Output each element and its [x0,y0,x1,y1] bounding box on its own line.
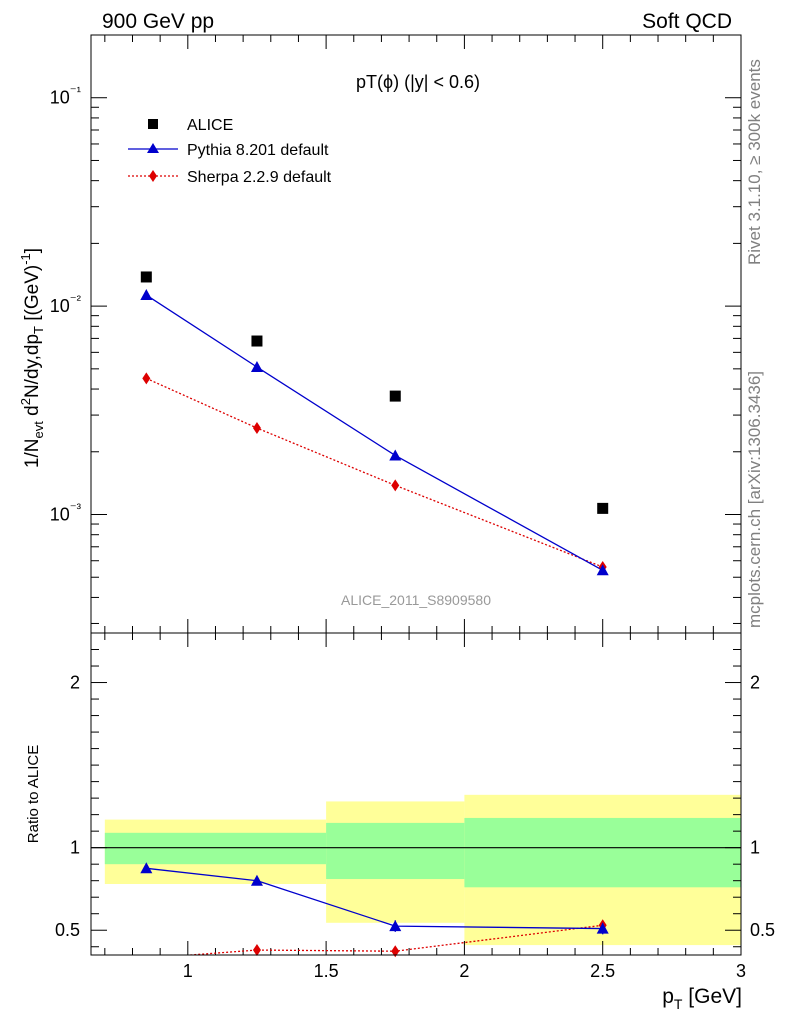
legend-item-sherpa: Sherpa 2.2.9 default [128,169,332,186]
y-tick-exponent: ⁻¹ [70,84,82,99]
sherpa-ratio-point [391,945,400,958]
y-tick-exponent: ⁻² [70,292,82,307]
ratio-axis-ticks: 1 1.5 2 2.5 3 0.5 0.5 1 1 2 2 [55,633,775,981]
ratio-y-tick-label-right: 0.5 [750,920,775,940]
uncertainty-bands [91,794,741,946]
x-tick-label: 2 [459,961,469,981]
pythia-point [596,564,609,576]
pythia-ratio-point [140,862,153,874]
uncertainty-band-green [326,822,465,880]
header-right: Soft QCD [642,10,732,33]
main-axis-ticks: 10⁻³10⁻²10⁻¹ [50,34,742,633]
legend: ALICE Pythia 8.201 default Sherpa 2.2.9 … [128,117,332,186]
pythia-ratio-point [389,920,402,932]
legend-label-pythia: Pythia 8.201 default [187,142,329,159]
pythia-line [145,294,604,571]
ratio-y-tick-label: 1 [70,838,80,858]
y-tick-label: 10⁻² [50,292,82,316]
sherpa-ratio-line [181,924,603,955]
ylabel-part: ] [22,248,43,253]
sherpa-point [142,372,151,385]
ratio-series [140,862,609,958]
ratio-y-axis-label: Ratio to ALICE [25,745,42,843]
sherpa-ratio-point [252,944,261,957]
x-axis-label: pT [GeV] [662,985,742,1012]
y-axis-label: 1/Nevt d2N/dy,dpT [(GeV)-1] [18,248,46,468]
pythia-point [389,449,402,461]
ylabel-sub2: T [31,326,46,334]
legend-label-sherpa: Sherpa 2.2.9 default [187,169,332,186]
pythia-ratio-point [250,874,263,886]
analysis-label: ALICE_2011_S8909580 [341,592,491,608]
ylabel-sub1: evt [31,421,46,439]
legend-item-pythia: Pythia 8.201 default [128,142,329,159]
rivet-label: Rivet 3.1.10, ≥ 300k events [745,59,764,265]
alice-point [251,335,263,347]
ylabel-part: N/dy,dp [22,334,43,398]
ylabel-part: 1/N [22,438,43,468]
main-series [140,271,609,576]
uncertainty-band-green [464,817,741,888]
sherpa-point [252,422,261,435]
pythia-point [250,361,263,373]
chart-title: pT(ϕ) (|y| < 0.6) [356,72,480,92]
alice-point [140,271,152,283]
sherpa-point [391,479,400,492]
alice-point [597,502,609,514]
ylabel-part: d [22,405,43,421]
uncertainty-band-green [104,832,327,865]
pythia-point [140,289,153,301]
ratio-panel: 1 1.5 2 2.5 3 0.5 0.5 1 1 2 2 Ratio to ALICE [25,632,775,981]
ratio-y-tick-label-right: 1 [750,838,760,858]
x-tick-label: 1 [183,961,193,981]
y-tick-label: 10⁻³ [50,501,82,525]
legend-item-alice: ALICE [148,117,233,134]
pythia-ratio-line [146,867,603,930]
xlabel-unit: [GeV] [682,985,742,1008]
y-tick-exponent: ⁻³ [70,501,82,516]
ratio-frame [90,632,742,956]
x-tick-label: 3 [736,961,746,981]
ylabel-unit-sup: -1 [18,253,33,265]
sherpa-line [146,377,603,568]
xlabel-p: p [662,985,674,1008]
legend-marker-diamond [149,170,157,182]
mcplots-label: mcplots.cern.ch [arXiv:1306.3436] [745,371,764,628]
pythia-ratio-point [596,922,609,934]
alice-point [389,390,401,402]
x-tick-label: 2.5 [590,961,615,981]
ratio-y-tick-label-right: 2 [750,673,760,693]
ratio-y-tick-label: 0.5 [55,920,80,940]
ylabel-sup: 2 [18,398,33,405]
legend-marker-square [148,119,158,129]
ratio-y-tick-label: 2 [70,673,80,693]
xlabel-sub: T [674,996,683,1012]
legend-marker-triangle [147,143,159,153]
header-left: 900 GeV pp [102,10,214,33]
legend-label-alice: ALICE [187,117,233,134]
ylabel-part: [(GeV) [22,265,43,326]
x-tick-label: 1.5 [314,961,339,981]
